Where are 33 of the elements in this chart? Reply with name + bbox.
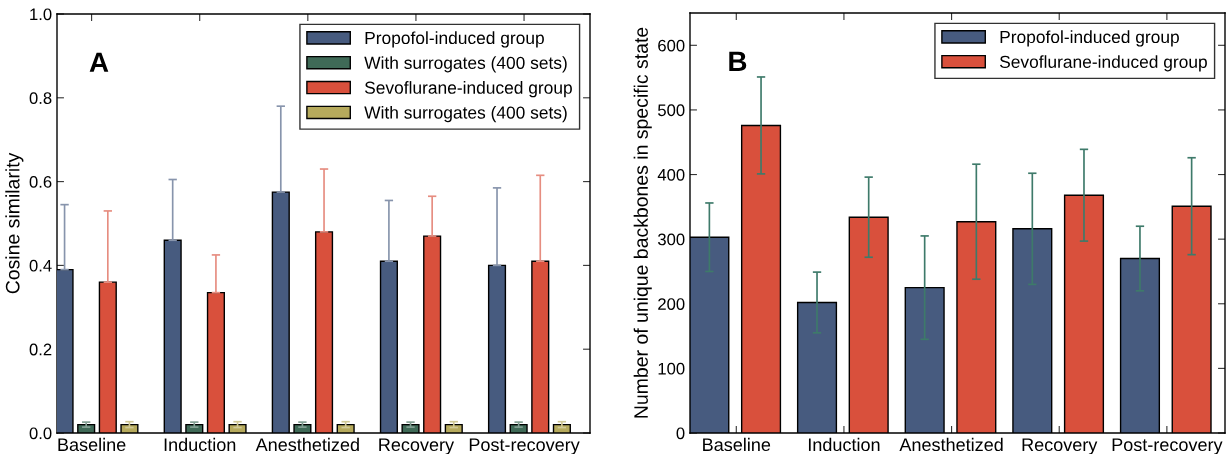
legend-label: With surrogates (400 sets): [364, 105, 567, 123]
legend-label: Sevoflurane-induced group: [999, 55, 1207, 72]
legend-label: Propofol-induced group: [365, 31, 544, 48]
y-axis-title: Cosine similarity: [5, 152, 24, 294]
annotation: A: [89, 52, 109, 72]
y-tick-label: 100: [658, 362, 685, 375]
x-tick-label: Induction: [164, 437, 236, 452]
annotation: B: [729, 51, 747, 71]
y-tick-label: 1.0: [30, 8, 52, 21]
y-tick-label: 0.2: [29, 343, 52, 356]
y-tick-label: 0.4: [29, 259, 52, 272]
y-tick-label: 400: [657, 168, 685, 181]
y-tick-label: 500: [658, 104, 685, 117]
x-tick-label: Recovery: [1022, 438, 1098, 454]
y-tick-label: 600: [658, 39, 685, 52]
x-tick-label: Post-recovery: [469, 438, 580, 454]
y-tick-label: 200: [658, 298, 685, 310]
legend-label: Propofol-induced group: [1000, 30, 1179, 47]
x-tick-label: Recovery: [379, 438, 455, 454]
x-tick-label: Baseline: [58, 437, 126, 452]
x-tick-label: Induction: [808, 437, 880, 452]
x-tick-label: Post-recovery: [1112, 438, 1223, 454]
legend-label: With surrogates (400 sets): [364, 56, 567, 73]
legend-label: Sevoflurane-induced group: [364, 81, 572, 98]
x-tick-label: Baseline: [703, 437, 771, 452]
y-tick-label: 0.8: [29, 92, 52, 104]
y-tick-label: 0: [676, 427, 685, 440]
x-tick-label: Anesthetized: [255, 437, 359, 452]
y-tick-label: 0.6: [29, 176, 52, 188]
x-tick-label: Anesthetized: [899, 437, 1003, 452]
y-tick-label: 0.0: [29, 427, 52, 440]
y-axis-title: Number of unique backbones in specific state: [633, 27, 652, 418]
y-tick-label: 300: [657, 233, 685, 246]
